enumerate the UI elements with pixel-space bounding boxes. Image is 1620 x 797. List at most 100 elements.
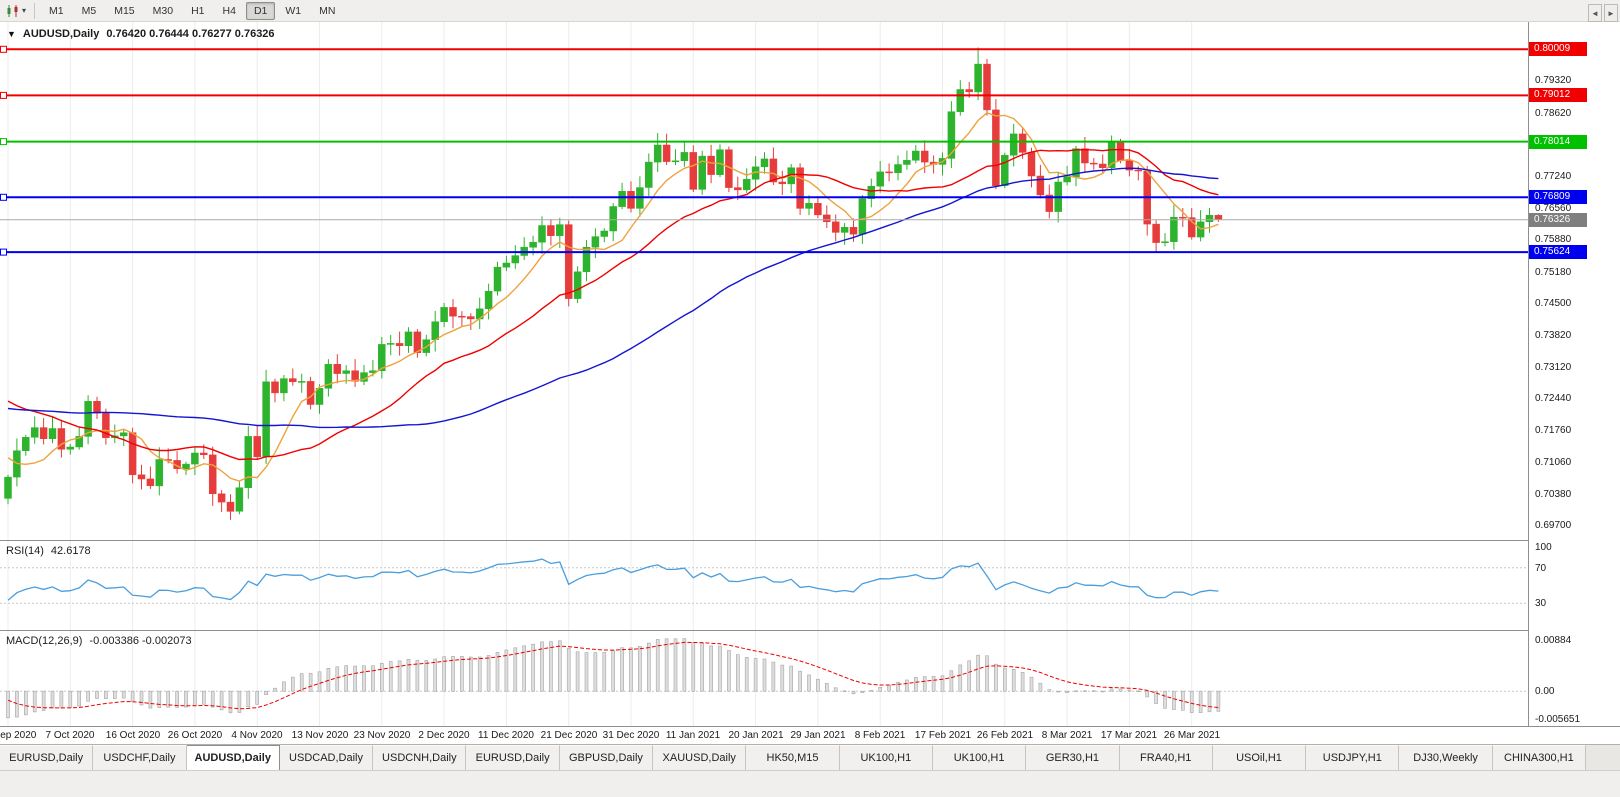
chart-type-dropdown-icon[interactable]: ▾ xyxy=(22,6,27,15)
price-tick-label: 0.77240 xyxy=(1535,171,1572,182)
macd-chart xyxy=(0,631,1528,726)
chart-tab-uk100-h1[interactable]: UK100,H1 xyxy=(932,745,1027,770)
date-label: 11 Jan 2021 xyxy=(665,730,721,741)
chart-tab-ger30-h1[interactable]: GER30,H1 xyxy=(1026,745,1120,770)
tab-scroll-right-button[interactable]: ► xyxy=(1604,4,1618,22)
chart-tab-hk50-m15[interactable]: HK50,M15 xyxy=(746,745,840,770)
date-label: 31 Dec 2020 xyxy=(602,730,660,741)
timeframe-button-h1[interactable]: H1 xyxy=(191,4,205,17)
date-label: 26 Feb 2021 xyxy=(976,730,1034,741)
level-price-badge: 0.79012 xyxy=(1529,88,1587,102)
timeframe-button-m15[interactable]: M15 xyxy=(114,4,135,17)
macd-panel[interactable]: MACD(12,26,9) -0.003386 -0.002073 xyxy=(0,630,1528,726)
date-label: 20 Jan 2021 xyxy=(728,730,784,741)
rsi-label-row: RSI(14) 42.6178 xyxy=(6,545,91,557)
date-label: 23 Nov 2020 xyxy=(353,730,411,741)
timeframe-button-m5[interactable]: M5 xyxy=(81,4,97,17)
macd-label-row: MACD(12,26,9) -0.003386 -0.002073 xyxy=(6,635,192,647)
price-tick-label: 0.78620 xyxy=(1535,108,1572,119)
price-tick-label: 0.70380 xyxy=(1535,489,1572,500)
chart-tab-usdjpy-h1[interactable]: USDJPY,H1 xyxy=(1306,745,1400,770)
tab-scroll-left-button[interactable]: ◄ xyxy=(1588,4,1602,22)
date-label: 11 Dec 2020 xyxy=(478,730,534,741)
date-label: 26 Mar 2021 xyxy=(1163,730,1221,741)
date-label: 4 Nov 2020 xyxy=(231,730,283,741)
timeframe-button-h4[interactable]: H4 xyxy=(222,4,236,17)
price-tick-label: 0.76560 xyxy=(1535,203,1572,214)
chart-tab-uk100-h1[interactable]: UK100,H1 xyxy=(839,745,933,770)
date-label: 16 Oct 2020 xyxy=(105,730,161,741)
status-bar xyxy=(0,770,1620,797)
date-label: 21 Dec 2020 xyxy=(540,730,598,741)
chart-tab-china300-h1[interactable]: CHINA300,H1 xyxy=(1492,745,1587,770)
level-price-badge: 0.78014 xyxy=(1529,135,1587,149)
price-tick-label: 0.73120 xyxy=(1535,362,1572,373)
chart-type-icon[interactable] xyxy=(4,2,22,20)
rsi-scale-label: 30 xyxy=(1535,598,1547,609)
date-label: 28 Sep 2020 xyxy=(0,730,37,741)
price-tick-label: 0.74500 xyxy=(1535,298,1572,309)
date-label: 26 Oct 2020 xyxy=(167,730,223,741)
macd-scale-label: 0.00 xyxy=(1535,686,1555,697)
timeframe-button-m1[interactable]: M1 xyxy=(49,4,64,17)
ohlc-readout: 0.76420 0.76444 0.76277 0.76326 xyxy=(106,28,275,40)
timeframe-button-w1[interactable]: W1 xyxy=(285,4,302,17)
level-price-badge: 0.75624 xyxy=(1529,245,1587,259)
one-click-trading-toggle-icon[interactable]: ▼ xyxy=(7,29,16,39)
date-label: 7 Oct 2020 xyxy=(45,730,95,741)
price-tick-label: 0.75180 xyxy=(1535,267,1572,278)
date-label: 17 Feb 2021 xyxy=(914,730,972,741)
chart-tab-usdcad-daily[interactable]: USDCAD,Daily xyxy=(279,745,374,770)
chart-tabs-bar: EURUSD,Daily USDCHF,Daily AUDUSD,Daily USDC… xyxy=(0,744,1620,770)
current-price-badge: 0.76326 xyxy=(1529,213,1587,227)
candlestick-chart xyxy=(0,22,1528,540)
timeframe-button-d1[interactable]: D1 xyxy=(245,1,276,20)
macd-values-label: -0.003386 -0.002073 xyxy=(89,635,192,647)
chart-tab-xauusd-daily[interactable]: XAUUSD,Daily xyxy=(653,745,747,770)
price-tick-label: 0.69700 xyxy=(1535,520,1572,531)
rsi-panel[interactable]: RSI(14) 42.6178 xyxy=(0,540,1528,630)
price-tick-label: 0.72440 xyxy=(1535,393,1572,404)
timeframe-button-m30[interactable]: M30 xyxy=(152,4,174,17)
level-price-badge: 0.80009 xyxy=(1529,42,1587,56)
rsi-chart xyxy=(0,541,1528,630)
price-scale[interactable]: 0.793200.786200.779400.772400.765600.758… xyxy=(1528,22,1620,726)
chart-tab-usdchf-daily[interactable]: USDCHF,Daily xyxy=(93,745,187,770)
chart-tab-usdcnh-daily[interactable]: USDCNH,Daily xyxy=(373,745,467,770)
chart-tab-eurusd-daily[interactable]: EURUSD,Daily xyxy=(0,745,94,770)
chart-tab-audusd-daily[interactable]: AUDUSD,Daily xyxy=(186,745,280,770)
chart-tab-usoil-h1[interactable]: USOil,H1 xyxy=(1212,745,1307,770)
date-label: 29 Jan 2021 xyxy=(790,730,846,741)
timeframe-button-mn[interactable]: MN xyxy=(319,4,336,17)
date-label: 2 Dec 2020 xyxy=(418,730,470,741)
price-tick-label: 0.71760 xyxy=(1535,425,1572,436)
rsi-scale-label: 100 xyxy=(1535,542,1552,553)
main-chart-plot[interactable]: ▼ AUDUSD,Daily 0.76420 0.76444 0.76277 0… xyxy=(0,22,1528,540)
chart-tab-fra40-h1[interactable]: FRA40,H1 xyxy=(1119,745,1213,770)
rsi-value-label: 42.6178 xyxy=(50,545,91,557)
symbol-period-label: AUDUSD,Daily xyxy=(22,28,100,40)
rsi-scale-label: 70 xyxy=(1535,563,1547,574)
macd-name-label: MACD(12,26,9) xyxy=(6,635,83,647)
date-axis[interactable]: 28 Sep 2020 7 Oct 2020 16 Oct 2020 26 Oct 2… xyxy=(0,726,1620,744)
chart-title: ▼ AUDUSD,Daily 0.76420 0.76444 0.76277 0… xyxy=(7,28,275,40)
chart-tab-eurusd-daily[interactable]: EURUSD,Daily xyxy=(466,745,560,770)
macd-scale-label: -0.005651 xyxy=(1535,714,1581,725)
tab-scroll-arrows: ◄ ► xyxy=(1588,0,1618,26)
macd-scale-label: 0.00884 xyxy=(1535,635,1572,646)
date-label: 8 Feb 2021 xyxy=(854,730,906,741)
timeframe-toolbar: ▾ M1 M5 M15 M30 H1 H4 D1 W1 MN xyxy=(0,0,1620,22)
date-label: 8 Mar 2021 xyxy=(1041,730,1093,741)
chart-tab-dj30-weekly[interactable]: DJ30,Weekly xyxy=(1399,745,1493,770)
price-tick-label: 0.73820 xyxy=(1535,330,1572,341)
timeframe-buttons-group: M1 M5 M15 M30 H1 H4 D1 W1 MN xyxy=(40,1,344,20)
price-tick-label: 0.71060 xyxy=(1535,457,1572,468)
chart-tab-gbpusd-daily[interactable]: GBPUSD,Daily xyxy=(559,745,654,770)
date-label: 17 Mar 2021 xyxy=(1100,730,1158,741)
date-label: 13 Nov 2020 xyxy=(291,730,349,741)
level-price-badge: 0.76809 xyxy=(1529,190,1587,204)
price-tick-label: 0.75880 xyxy=(1535,234,1572,245)
price-tick-label: 0.79320 xyxy=(1535,75,1572,86)
rsi-name-label: RSI(14) xyxy=(6,545,44,557)
